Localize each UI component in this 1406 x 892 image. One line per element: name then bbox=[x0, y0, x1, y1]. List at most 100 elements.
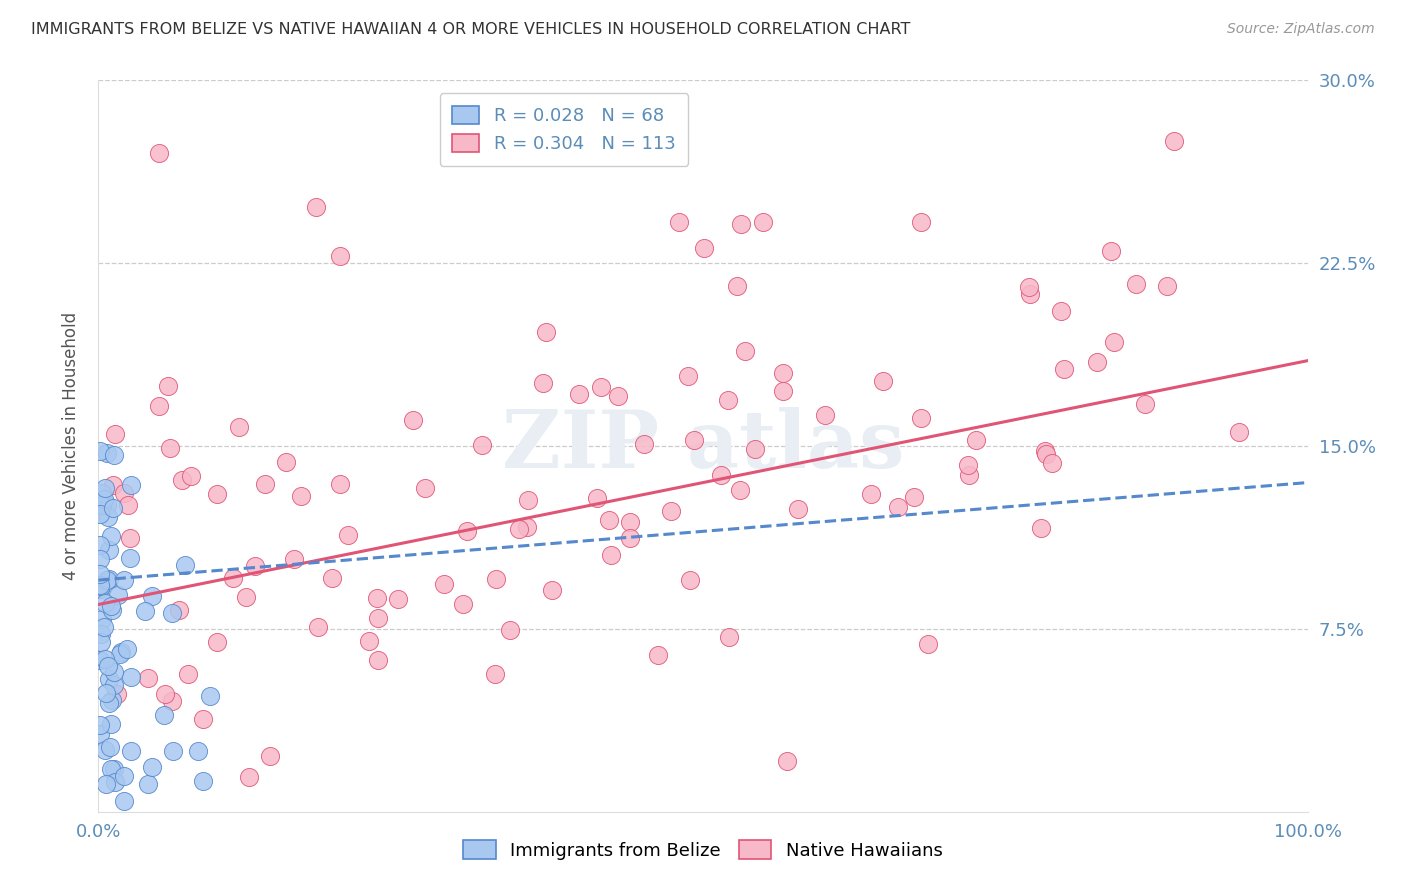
Point bbox=[1035, 443, 1057, 458]
Point bbox=[90, 627, 112, 641]
Point bbox=[728, 483, 751, 497]
Point bbox=[956, 458, 979, 472]
Point bbox=[112, 769, 135, 783]
Point bbox=[659, 504, 682, 518]
Point bbox=[89, 567, 111, 582]
Point bbox=[90, 579, 112, 593]
Point bbox=[112, 573, 135, 587]
Point bbox=[101, 501, 124, 516]
Point bbox=[243, 559, 266, 574]
Point bbox=[222, 572, 245, 586]
Point bbox=[134, 604, 156, 618]
Point bbox=[366, 591, 388, 606]
Point bbox=[484, 667, 506, 681]
Point bbox=[647, 648, 669, 662]
Point bbox=[96, 574, 118, 588]
Point bbox=[93, 652, 115, 666]
Point bbox=[100, 739, 122, 754]
Point bbox=[1085, 355, 1108, 369]
Point bbox=[1029, 521, 1052, 535]
Y-axis label: 4 or more Vehicles in Household: 4 or more Vehicles in Household bbox=[62, 312, 80, 580]
Point bbox=[776, 754, 799, 768]
Text: IMMIGRANTS FROM BELIZE VS NATIVE HAWAIIAN 4 OR MORE VEHICLES IN HOUSEHOLD CORREL: IMMIGRANTS FROM BELIZE VS NATIVE HAWAIIA… bbox=[31, 22, 910, 37]
Text: Source: ZipAtlas.com: Source: ZipAtlas.com bbox=[1227, 22, 1375, 37]
Point bbox=[600, 548, 623, 562]
Point bbox=[167, 603, 190, 617]
Point bbox=[1156, 279, 1178, 293]
Point bbox=[238, 770, 260, 784]
Point bbox=[103, 762, 125, 776]
Text: ZIP atlas: ZIP atlas bbox=[502, 407, 904, 485]
Point bbox=[89, 538, 111, 552]
Legend: R = 0.028   N = 68, R = 0.304   N = 113: R = 0.028 N = 68, R = 0.304 N = 113 bbox=[440, 93, 688, 166]
Point bbox=[253, 476, 276, 491]
Point bbox=[1099, 244, 1122, 259]
Point bbox=[94, 686, 117, 700]
Point bbox=[159, 442, 181, 456]
Point bbox=[191, 773, 214, 788]
Point bbox=[1163, 135, 1185, 149]
Point bbox=[100, 529, 122, 543]
Point bbox=[668, 215, 690, 229]
Point bbox=[451, 597, 474, 611]
Point bbox=[104, 427, 127, 442]
Point bbox=[571, 134, 593, 148]
Point bbox=[718, 631, 741, 645]
Point bbox=[456, 524, 478, 538]
Point bbox=[97, 673, 120, 687]
Point bbox=[336, 528, 359, 542]
Point bbox=[104, 775, 127, 789]
Point bbox=[307, 620, 329, 634]
Point bbox=[772, 384, 794, 398]
Point bbox=[957, 468, 980, 483]
Point bbox=[110, 645, 132, 659]
Point bbox=[585, 491, 607, 505]
Point bbox=[148, 399, 170, 413]
Point bbox=[162, 607, 184, 621]
Point bbox=[235, 590, 257, 604]
Point bbox=[1135, 397, 1157, 411]
Point bbox=[710, 467, 733, 482]
Point bbox=[917, 637, 939, 651]
Point bbox=[96, 498, 118, 512]
Point bbox=[682, 434, 704, 448]
Point bbox=[367, 653, 389, 667]
Point bbox=[160, 694, 183, 708]
Point bbox=[321, 571, 343, 585]
Point bbox=[97, 542, 120, 557]
Point bbox=[94, 743, 117, 757]
Point bbox=[387, 591, 409, 606]
Point bbox=[433, 576, 456, 591]
Point bbox=[191, 712, 214, 726]
Point bbox=[598, 513, 620, 527]
Point bbox=[860, 487, 883, 501]
Point bbox=[413, 481, 436, 495]
Point bbox=[89, 444, 111, 458]
Point bbox=[120, 670, 142, 684]
Point bbox=[100, 762, 122, 776]
Point bbox=[536, 325, 558, 339]
Point bbox=[786, 501, 808, 516]
Point bbox=[290, 489, 312, 503]
Point bbox=[96, 659, 118, 673]
Point bbox=[170, 473, 193, 487]
Point bbox=[903, 490, 925, 504]
Point bbox=[115, 641, 138, 656]
Point bbox=[152, 708, 174, 723]
Point bbox=[120, 477, 142, 491]
Point bbox=[198, 690, 221, 704]
Point bbox=[205, 635, 228, 649]
Point bbox=[872, 374, 894, 388]
Point bbox=[619, 515, 641, 529]
Point bbox=[98, 697, 121, 711]
Point bbox=[329, 476, 352, 491]
Point bbox=[148, 146, 170, 161]
Point bbox=[772, 366, 794, 380]
Point bbox=[112, 794, 135, 808]
Point bbox=[174, 558, 197, 573]
Point bbox=[101, 477, 124, 491]
Point bbox=[725, 278, 748, 293]
Point bbox=[965, 433, 987, 447]
Point bbox=[402, 413, 425, 427]
Point bbox=[517, 492, 540, 507]
